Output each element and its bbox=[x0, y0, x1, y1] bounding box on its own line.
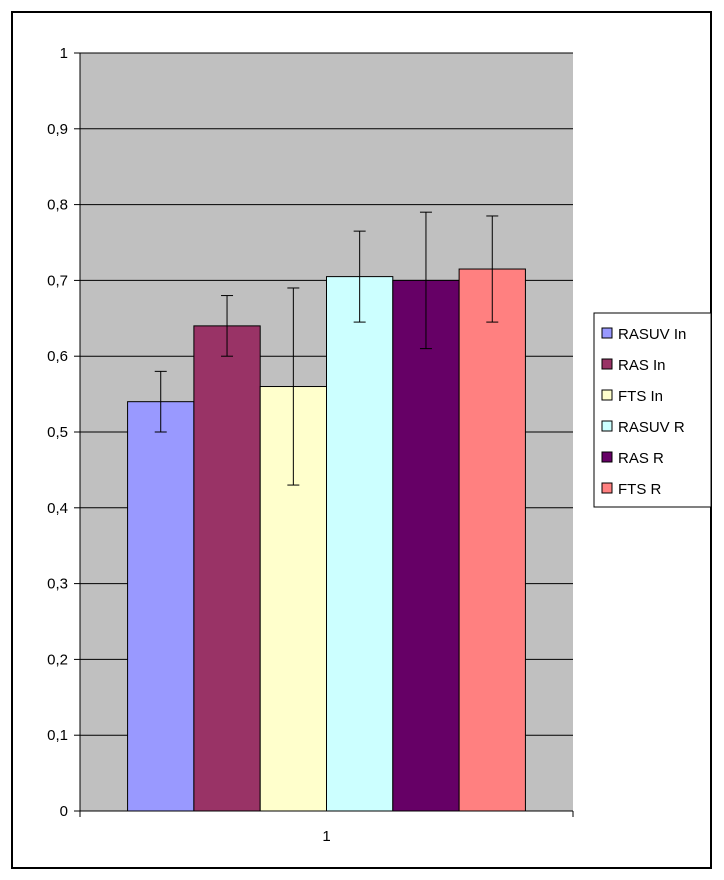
legend-swatch bbox=[601, 420, 613, 432]
y-tick-label: 0,3 bbox=[47, 576, 68, 593]
bar bbox=[326, 276, 394, 812]
y-tick-label: 0,2 bbox=[47, 651, 68, 668]
legend-label: RAS R bbox=[618, 450, 664, 467]
legend-swatch bbox=[601, 327, 613, 339]
y-tick-label: 0,5 bbox=[47, 424, 68, 441]
x-tick-label: 1 bbox=[322, 828, 330, 845]
y-tick-label: 0,7 bbox=[47, 272, 68, 289]
bar bbox=[458, 268, 526, 812]
y-tick-label: 0,1 bbox=[47, 727, 68, 744]
bars bbox=[127, 268, 526, 812]
legend-label: RASUV In bbox=[618, 326, 686, 343]
legend-swatch bbox=[601, 482, 613, 494]
legend-swatch bbox=[601, 389, 613, 401]
bar bbox=[127, 401, 195, 812]
bar bbox=[392, 279, 460, 812]
legend-label: FTS R bbox=[618, 481, 661, 498]
legend-label: RAS In bbox=[618, 357, 666, 374]
legend: RASUV In RAS In FTS In RASUV R RAS R FTS R bbox=[593, 312, 712, 508]
y-tick-label: 0,9 bbox=[47, 121, 68, 138]
y-tick-label: 0,8 bbox=[47, 197, 68, 214]
bar bbox=[193, 325, 261, 812]
y-axis: 0 0,1 0,2 0,3 0,4 0,5 0,6 0,7 0,8 0,9 1 bbox=[47, 45, 81, 820]
legend-label: FTS In bbox=[618, 388, 663, 405]
legend-label: RASUV R bbox=[618, 419, 685, 436]
y-tick-label: 0,6 bbox=[47, 348, 68, 365]
y-tick-label: 0 bbox=[60, 803, 68, 820]
y-tick-label: 1 bbox=[60, 45, 68, 62]
error-bars bbox=[154, 211, 499, 486]
y-tick-label: 0,4 bbox=[47, 500, 68, 517]
x-axis: 1 bbox=[79, 810, 574, 845]
legend-swatch bbox=[601, 451, 613, 463]
legend-swatch bbox=[601, 358, 613, 370]
legend-box bbox=[593, 312, 712, 508]
